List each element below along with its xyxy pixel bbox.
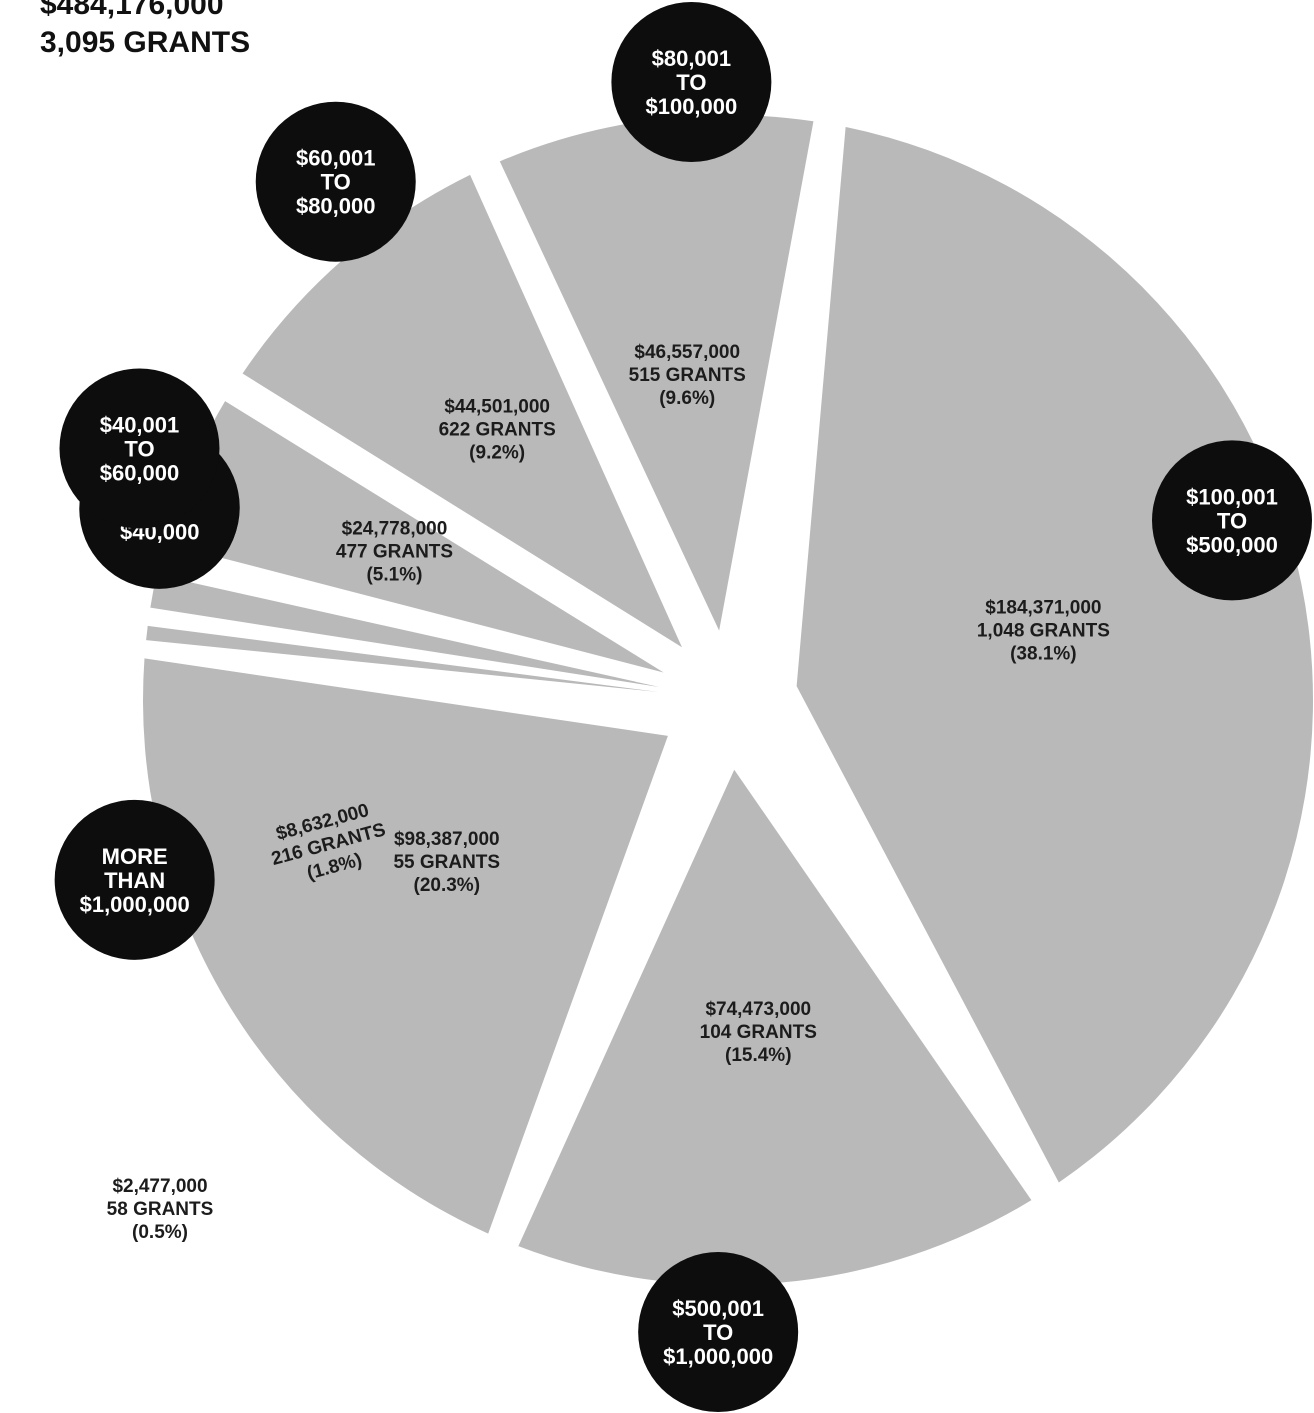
header: $484,176,000 3,095 GRANTS	[40, 0, 250, 59]
category-badge-circle	[1152, 440, 1312, 601]
pie-slice	[150, 574, 660, 687]
category-badge-label: $500,001 TO $1,000,000	[663, 1296, 773, 1369]
slice-grants: 104 GRANTS	[700, 1022, 817, 1043]
slice-amount: $2,477,000	[112, 1176, 207, 1197]
slice-layer	[142, 115, 1313, 1285]
category-badge-line: TO	[1217, 508, 1247, 533]
slice-percent: (9.2%)	[469, 443, 525, 464]
category-badge-label: $80,001 TO $100,000	[645, 46, 737, 119]
pie-slice	[142, 658, 668, 1234]
category-badge: $60,001 TO $80,000	[255, 101, 416, 262]
category-badge-circle	[611, 2, 772, 162]
pie-slice	[242, 174, 682, 648]
pie-slice	[499, 115, 814, 631]
slice-grants: 55 GRANTS	[393, 852, 500, 873]
total-grants: 3,095 GRANTS	[40, 26, 250, 59]
category-badge: $80,001 TO $100,000	[611, 2, 772, 162]
category-badge-circle	[59, 368, 220, 529]
category-badge-line: TO	[124, 436, 154, 461]
category-badge-circle	[54, 799, 215, 960]
category-badge-line: TO	[703, 1320, 733, 1345]
category-badge-line: $80,001	[652, 46, 732, 71]
category-badge-circle	[255, 101, 416, 262]
slice-value-label: $98,387,000 55 GRANTS (20.3%)	[393, 829, 500, 896]
category-badge-line: TO	[321, 170, 351, 195]
pie-slice	[518, 769, 1032, 1285]
category-badge: $100,001 TO $500,000	[1152, 440, 1312, 601]
slice-percent: (0.5%)	[132, 1222, 188, 1243]
category-badge-line: $40,001	[100, 412, 180, 437]
pie-slice	[164, 401, 664, 673]
total-amount: $484,176,000	[40, 0, 224, 21]
slice-amount: $44,501,000	[444, 397, 550, 418]
slice-grants: 477 GRANTS	[336, 541, 453, 562]
category-badge-layer: $100,001 TO $500,000$500,001 TO $1,000,000MO…	[54, 2, 1312, 1412]
slice-value-label: $2,477,000 58 GRANTS (0.5%)	[107, 1176, 214, 1243]
category-badge: $500,001 TO $1,000,000	[638, 1252, 799, 1412]
category-badge-line: $500,000	[1186, 532, 1278, 557]
category-badge-line: $60,000	[100, 460, 180, 485]
slice-percent: (20.3%)	[414, 875, 481, 896]
category-badge-line: MORE	[102, 844, 168, 869]
category-badge-line: THAN	[104, 868, 165, 893]
slice-grants: 622 GRANTS	[439, 420, 556, 441]
category-badge-label: $60,001 TO $80,000	[296, 146, 376, 219]
category-badge: $40,001 TO $60,000	[59, 368, 220, 529]
category-badge-line: $1,000,000	[663, 1344, 773, 1369]
slice-amount: $74,473,000	[705, 999, 811, 1020]
category-badge-circle	[638, 1252, 799, 1412]
pie-slice	[796, 126, 1313, 1183]
slice-grants: 515 GRANTS	[629, 365, 746, 386]
slice-percent: (15.4%)	[725, 1045, 792, 1066]
slice-amount: $98,387,000	[394, 829, 500, 850]
category-badge-line: $100,000	[645, 94, 737, 119]
category-badge-line: $500,001	[672, 1296, 764, 1321]
slice-value-label: $74,473,000 104 GRANTS (15.4%)	[700, 999, 817, 1066]
category-badge-label: $100,001 TO $500,000	[1186, 484, 1278, 557]
slice-grants: 1,048 GRANTS	[977, 620, 1110, 641]
category-badge-label: $40,001 TO $60,000	[100, 412, 180, 485]
category-badge-line: $1,000,000	[80, 892, 190, 917]
category-badge-line: TO	[676, 70, 706, 95]
slice-value-label: $46,557,000 515 GRANTS (9.6%)	[629, 342, 746, 409]
slice-amount: $24,778,000	[342, 518, 448, 539]
pie-slice	[146, 625, 659, 692]
slice-grants: 58 GRANTS	[107, 1199, 214, 1220]
category-badge-line: $60,001	[296, 146, 376, 171]
slice-percent: (38.1%)	[1010, 643, 1077, 664]
slice-amount: $46,557,000	[634, 342, 740, 363]
category-badge-label: MORE THAN $1,000,000	[80, 844, 190, 917]
slice-label-layer: $184,371,000 1,048 GRANTS (38.1%) $74,473,0…	[107, 342, 1110, 1243]
slice-percent: (9.6%)	[659, 388, 715, 409]
category-badge-line: $80,000	[296, 194, 376, 219]
category-badge-line: $100,001	[1186, 484, 1278, 509]
slice-value-label: $44,501,000 622 GRANTS (9.2%)	[439, 397, 556, 464]
slice-value-label: $184,371,000 1,048 GRANTS (38.1%)	[977, 597, 1110, 664]
slice-percent: (5.1%)	[366, 564, 422, 585]
slice-value-label: $24,778,000 477 GRANTS (5.1%)	[336, 518, 453, 585]
category-badge: MORE THAN $1,000,000	[54, 799, 215, 960]
slice-amount: $184,371,000	[985, 597, 1101, 618]
